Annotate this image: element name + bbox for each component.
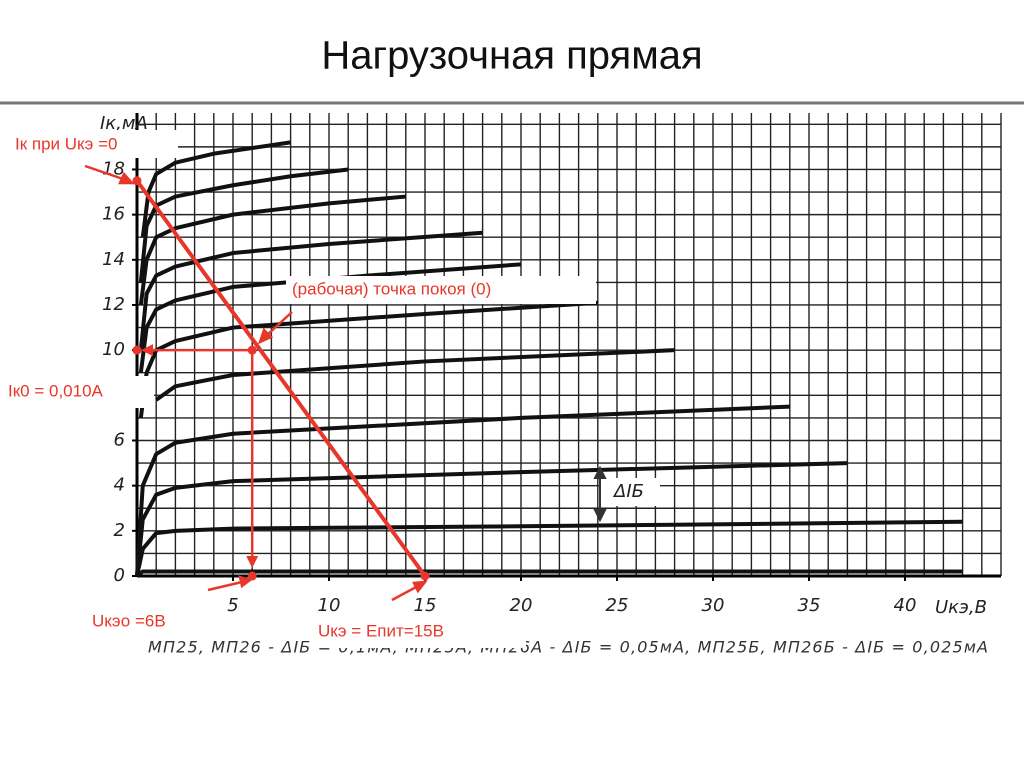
point (420, 571, 430, 581)
label-bg (314, 618, 526, 648)
point (132, 176, 142, 186)
arrows (84, 164, 428, 602)
x-tick-label: 10 (318, 595, 341, 616)
y-tick-label: 4 (114, 475, 125, 496)
annotations: Iк при Uкэ =0 (рабочая) точка покоя (0) Iк… (8, 134, 491, 640)
y-tick-label: 2 (114, 520, 125, 541)
arrow-head (141, 344, 153, 357)
delta-label: ΔIБ (612, 481, 644, 502)
label-bg (88, 608, 208, 636)
x-axis-label: Uкэ,В (935, 597, 987, 618)
label-bg (4, 376, 154, 408)
x-tick-label: 15 (414, 595, 437, 616)
curve (138, 300, 598, 419)
arrow-head (246, 556, 259, 568)
curve (140, 140, 291, 238)
x-tick-label: 35 (798, 595, 821, 616)
curve (138, 194, 406, 306)
y-tick-label: 14 (102, 249, 125, 270)
x-tick-label: 40 (894, 595, 917, 616)
annotation: Iк при Uкэ =0 (15, 134, 117, 153)
point (247, 345, 257, 355)
point (132, 345, 142, 355)
label-bg (8, 130, 178, 158)
y-tick-label: 6 (114, 429, 125, 450)
caption: МП25, МП26 - ΔIБ = 0,1мА, МП25А, МП26А -… (148, 638, 988, 657)
annotation: (рабочая) точка покоя (0) (292, 279, 491, 298)
curve (138, 167, 349, 283)
x-tick-label: 25 (606, 595, 629, 616)
label-bg (286, 276, 596, 304)
curve (135, 461, 848, 577)
x-tick-label: 5 (227, 595, 238, 616)
y-tick-label: 0 (114, 565, 125, 586)
y-axis-label: Iк,мА (100, 113, 148, 134)
y-tick-label: 16 (102, 204, 125, 225)
curve (135, 179, 427, 578)
annotation: Uкэ = Епит=15В (318, 621, 444, 640)
slide-title: Нагрузочная прямая (321, 34, 702, 78)
curve (138, 262, 522, 373)
curve (135, 404, 790, 577)
curve (155, 348, 675, 402)
annotation: Iк0 = 0,010А (8, 381, 104, 400)
curve (138, 230, 483, 351)
curve (135, 519, 963, 577)
curve (135, 569, 963, 578)
y-tick-label: 10 (102, 339, 125, 360)
x-tick-label: 30 (702, 595, 725, 616)
curves (132, 140, 963, 581)
point (247, 571, 257, 581)
delta-arrow (593, 465, 607, 523)
label-bg (600, 478, 660, 506)
annotation: Uкэо =6В (92, 611, 166, 630)
y-tick-label: 12 (102, 294, 125, 315)
x-tick-label: 20 (510, 595, 533, 616)
